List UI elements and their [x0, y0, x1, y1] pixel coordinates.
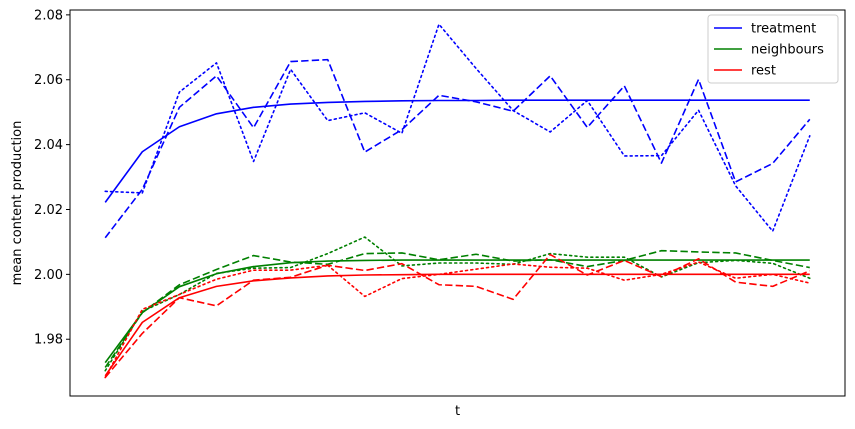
- y-tick-label: 2.04: [34, 138, 63, 153]
- legend-label-neighbours: neighbours: [751, 43, 824, 58]
- plot-frame: [69, 9, 846, 397]
- series-line-series-4-dashed: [104, 249, 810, 368]
- y-tick-label: 1.98: [34, 333, 63, 348]
- series-line-series-5-dotted: [104, 236, 811, 372]
- series-line-series-7-dashed: [104, 253, 811, 379]
- y-tick-label: 2.00: [34, 268, 63, 283]
- legend-label-treatment: treatment: [751, 22, 816, 37]
- y-tick-label: 2.08: [34, 8, 63, 23]
- y-axis-ticks: 1.98 2.00 2.02 2.04 2.06 2.08: [34, 8, 70, 348]
- legend-box: [707, 14, 839, 84]
- series-line-rest-solid: [104, 273, 810, 377]
- y-tick-label: 2.06: [34, 73, 63, 88]
- series-line-treatment-solid: [104, 99, 810, 203]
- x-axis-label: t: [455, 404, 460, 419]
- legend-label-rest: rest: [751, 64, 776, 79]
- series-line-series-1-dashed: [104, 58, 811, 239]
- series-line-series-2-dotted: [104, 23, 811, 233]
- series-line-series-8-dotted: [104, 261, 811, 379]
- legend: treatment neighbours rest: [707, 14, 839, 84]
- y-tick-label: 2.02: [34, 203, 63, 218]
- y-axis-label: mean content production: [10, 121, 25, 286]
- series-layer: [104, 23, 811, 379]
